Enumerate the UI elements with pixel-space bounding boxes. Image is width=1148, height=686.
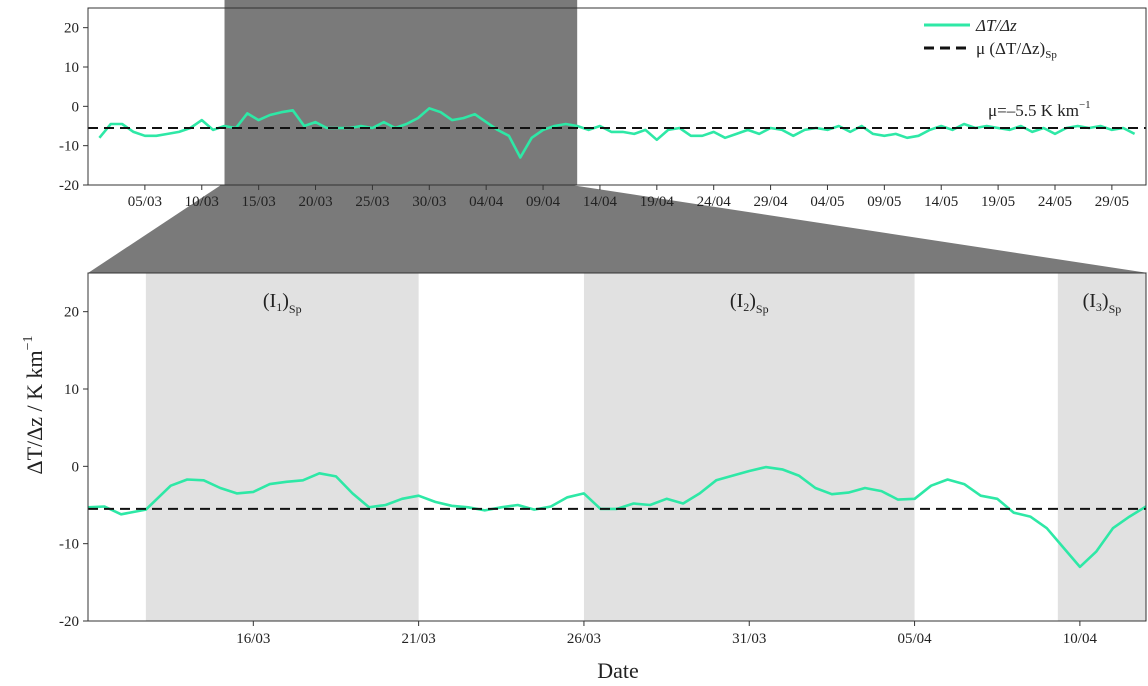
x-tick-label-13: 09/05 — [867, 194, 901, 210]
x-tick-label-1: 10/03 — [185, 194, 219, 210]
y-tick-label-3: 10 — [64, 382, 79, 398]
legend: ΔT/Δz μ (ΔT/Δz)Sp — [924, 16, 1057, 61]
y-tick-label-1: -10 — [59, 537, 79, 553]
x-tick-label-7: 09/04 — [526, 194, 561, 210]
region-1 — [145, 273, 419, 621]
gradient-series — [87, 465, 1147, 569]
x-tick-label-5: 10/04 — [1063, 631, 1098, 647]
x-tick-label-6: 04/04 — [469, 194, 504, 210]
x-tick-label-12: 04/05 — [810, 194, 844, 210]
x-tick-label-3: 31/03 — [732, 631, 766, 647]
x-tick-label-0: 05/03 — [128, 194, 162, 210]
zoom-connector — [88, 185, 1148, 273]
y-tick-label-4: 20 — [64, 21, 79, 37]
x-tick-label-3: 20/03 — [298, 194, 332, 210]
detail-frame — [87, 272, 1147, 622]
region-3 — [1057, 273, 1146, 621]
overview-frame — [87, 7, 1147, 186]
region-label-3: (I3)Sp — [1083, 290, 1122, 316]
x-tick-label-2: 26/03 — [567, 631, 601, 647]
detail-panel: (I1)Sp (I2)Sp (I3)Sp -20 -10 0 10 20 16/03 21/0… — [21, 272, 1147, 683]
x-tick-label-8: 14/04 — [583, 194, 618, 210]
y-tick-label-2: 0 — [72, 459, 80, 475]
x-tick-label-5: 30/03 — [412, 194, 446, 210]
legend-entry-1: ΔT/Δz — [975, 16, 1017, 35]
y-axis-label: ΔT/Δz / K km−1 — [21, 335, 47, 474]
x-tick-label-9: 19/04 — [640, 194, 675, 210]
x-tick-label-17: 29/05 — [1095, 194, 1129, 210]
x-tick-label-15: 19/05 — [981, 194, 1015, 210]
overview-panel: -20 -10 0 10 20 05/03 10/03 15/03 20/03 25/03 30/… — [59, 0, 1147, 210]
x-tick-label-4: 05/04 — [897, 631, 932, 647]
x-tick-label-2: 15/03 — [242, 194, 276, 210]
mean-annotation: μ=–5.5 K km−1 — [988, 99, 1091, 120]
y-tick-label-1: -10 — [59, 139, 79, 155]
x-tick-label-14: 14/05 — [924, 194, 958, 210]
legend-entry-2: μ (ΔT/Δz)Sp — [976, 39, 1057, 61]
y-tick-label-0: -20 — [59, 178, 79, 194]
x-tick-label-16: 24/05 — [1038, 194, 1072, 210]
x-tick-label-1: 21/03 — [402, 631, 436, 647]
y-tick-label-3: 10 — [64, 60, 79, 76]
y-tick-label-0: -20 — [59, 614, 79, 630]
x-tick-label-4: 25/03 — [355, 194, 389, 210]
x-tick-label-0: 16/03 — [236, 631, 270, 647]
region-label-2: (I2)Sp — [730, 290, 769, 316]
y-tick-label-2: 0 — [72, 99, 80, 115]
highlight-window — [224, 0, 578, 185]
region-label-1: (I1)Sp — [263, 290, 302, 316]
y-tick-label-4: 20 — [64, 305, 79, 321]
gradient-series — [98, 107, 1136, 159]
x-axis-label: Date — [597, 658, 639, 683]
region-2 — [583, 273, 915, 621]
x-tick-label-11: 29/04 — [753, 194, 788, 210]
x-tick-label-10: 24/04 — [697, 194, 732, 210]
